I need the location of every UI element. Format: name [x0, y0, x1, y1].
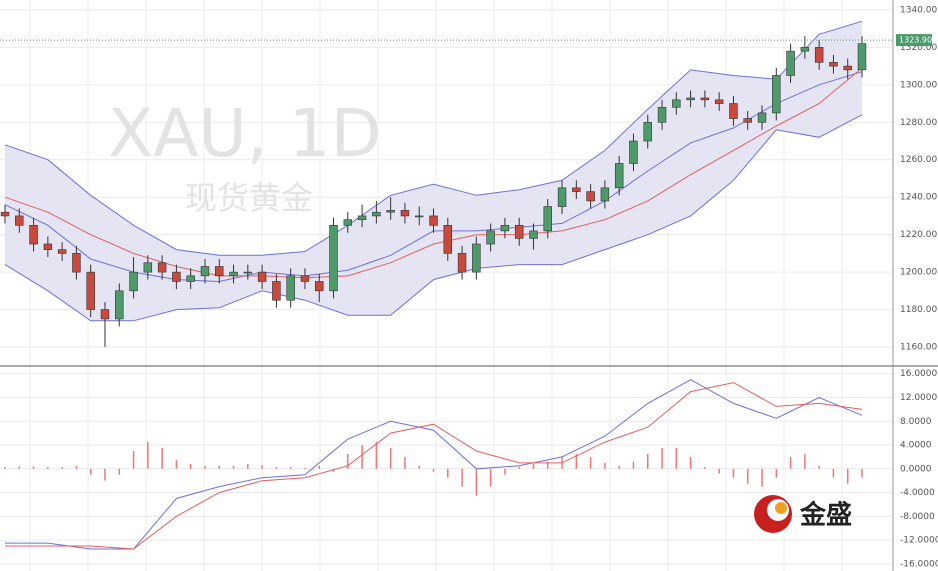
candle-body	[572, 187, 581, 192]
candle-body	[657, 107, 667, 123]
y-tick-label: 1260.00	[900, 155, 937, 165]
candle-body	[700, 97, 710, 101]
y-tick-label: 0.0000	[900, 464, 932, 474]
logo-text: 金盛	[799, 500, 852, 531]
candle-body	[800, 47, 810, 52]
candle-body	[614, 163, 624, 189]
y-tick-label: -16.0000	[900, 559, 938, 569]
candle-body	[672, 99, 681, 108]
candle-body	[814, 47, 824, 63]
y-tick-label: 1180.00	[900, 305, 937, 315]
candle-body	[457, 253, 467, 273]
candle-body	[0, 211, 10, 217]
candle-body	[229, 271, 238, 277]
y-tick-label: 1340.00	[900, 5, 937, 15]
y-tick-label: 4.0000	[900, 441, 932, 451]
candle-body	[200, 266, 210, 277]
candle-body	[315, 281, 324, 292]
candle-body	[100, 309, 110, 320]
candle-body	[186, 275, 195, 282]
y-tick-label: 1220.00	[900, 230, 937, 240]
band-upper	[4, 20, 863, 256]
candle-body	[643, 121, 652, 142]
candle-body	[857, 43, 867, 71]
candle-body	[486, 230, 495, 245]
candle-body	[743, 118, 752, 123]
plot: 1160.00 1180.00 1200.00 1220.00 1240.00 1260.…	[0, 5, 938, 569]
candle-body	[472, 243, 481, 273]
candle-body	[86, 271, 95, 310]
watermark-subtitle: 现货黄金	[185, 179, 313, 217]
candle-body	[357, 215, 367, 220]
candle-body	[372, 211, 381, 217]
candle-body	[586, 191, 595, 202]
candle-body	[243, 271, 253, 274]
candle-body	[257, 271, 267, 282]
y-tick-label: 1200.00	[900, 268, 937, 278]
candle-body	[129, 271, 138, 292]
y-tick-label: 1240.00	[900, 193, 937, 203]
candle-body	[600, 187, 610, 202]
last-price-box	[896, 34, 932, 47]
candle-body	[500, 224, 510, 232]
candle-body	[15, 215, 24, 226]
candle-body	[43, 243, 53, 250]
y-tick-label: 1160.00	[900, 343, 937, 353]
y-tick-label: 1320.00	[900, 43, 937, 53]
candle-body	[343, 219, 353, 226]
candle-body	[329, 224, 338, 292]
candle-body	[57, 249, 67, 254]
candle-body	[629, 140, 638, 164]
candle-body	[843, 65, 852, 71]
candle-body	[286, 275, 295, 301]
candle-body	[529, 230, 538, 239]
y-tick-label: -12.0000	[900, 536, 938, 546]
candle-body	[414, 215, 424, 218]
candle-body	[72, 253, 81, 273]
macd-line	[5, 379, 863, 550]
candle-body	[543, 206, 552, 232]
candle-body	[300, 275, 310, 282]
candle-body	[757, 112, 767, 123]
candle-body	[157, 262, 167, 273]
candle-body	[215, 266, 224, 277]
candle-body	[386, 210, 395, 213]
logo-icon	[775, 502, 787, 514]
y-tick-label: 16.0000	[900, 369, 937, 379]
candle-body	[786, 50, 795, 76]
macd-line	[5, 382, 863, 550]
logo: 金盛	[754, 495, 852, 533]
candle-body	[714, 99, 724, 104]
candle-body	[429, 215, 438, 226]
candle-body	[400, 210, 410, 217]
candle-body	[443, 224, 453, 254]
watermark: XAU, 1D	[108, 95, 381, 172]
candle-body	[115, 290, 124, 320]
y-tick-label: 12.0000	[900, 393, 937, 403]
candle-body	[143, 262, 153, 273]
candle-body	[557, 187, 567, 207]
y-tick-label: 1300.00	[900, 80, 937, 90]
candle-body	[514, 224, 524, 239]
candle-body	[829, 62, 838, 67]
candle-body	[29, 224, 38, 245]
candle-body	[172, 271, 181, 282]
y-tick-label: 8.0000	[900, 417, 932, 427]
candle-body	[686, 97, 695, 101]
last-price-label: 1323.90	[899, 36, 932, 45]
y-tick-label: -4.0000	[900, 488, 935, 498]
candle-body	[272, 281, 281, 301]
band-lower	[4, 114, 863, 322]
candle-body	[729, 103, 738, 119]
y-tick-label: 1280.00	[900, 118, 937, 128]
grid	[0, 0, 893, 571]
candle-body	[772, 75, 781, 114]
y-tick-label: -8.0000	[900, 512, 935, 522]
